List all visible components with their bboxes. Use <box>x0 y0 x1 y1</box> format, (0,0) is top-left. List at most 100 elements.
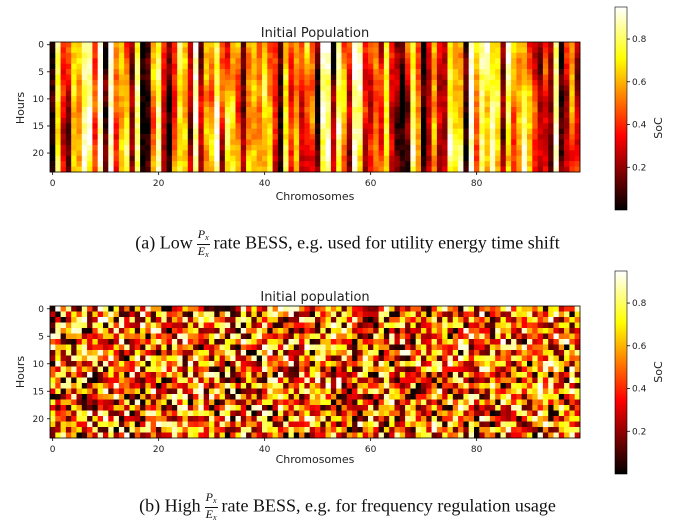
heatmap-cell <box>548 74 554 81</box>
heatmap-cell <box>410 399 416 406</box>
heatmap-cell <box>516 306 522 312</box>
heatmap-cell <box>479 388 485 395</box>
heatmap-cell <box>394 361 401 367</box>
heatmap-cell <box>489 107 496 113</box>
heatmap-cell <box>156 394 162 400</box>
heatmap-cell <box>166 47 173 54</box>
heatmap-cell <box>362 366 369 373</box>
heatmap-cell <box>511 74 517 81</box>
heatmap-cell <box>113 117 120 124</box>
heatmap-cell <box>368 317 374 323</box>
heatmap-cell <box>500 42 507 48</box>
heatmap-cell <box>304 107 310 113</box>
heatmap-cell <box>134 96 141 102</box>
heatmap-cell <box>108 328 114 334</box>
heatmap-cell <box>431 63 438 70</box>
heatmap-cell <box>214 161 220 167</box>
heatmap-cell <box>463 85 469 92</box>
heatmap-cell <box>108 383 114 389</box>
heatmap-cell <box>500 339 507 345</box>
heatmap-cell <box>357 306 363 312</box>
heatmap-cell <box>521 306 528 312</box>
heatmap-cell <box>272 394 279 400</box>
heatmap-cell <box>224 166 231 173</box>
heatmap-cell <box>55 361 61 367</box>
heatmap-cell <box>527 355 533 362</box>
heatmap-cell <box>516 377 522 384</box>
heatmap-cell <box>431 101 438 108</box>
heatmap-cell <box>521 85 528 92</box>
heatmap-cell <box>330 85 337 92</box>
heatmap-cell <box>256 405 263 411</box>
heatmap-cell <box>92 432 98 439</box>
heatmap-cell <box>97 161 104 167</box>
heatmap-cell <box>71 150 77 157</box>
heatmap-cell <box>574 128 581 135</box>
heatmap-cell <box>394 112 401 119</box>
heatmap-cell <box>60 166 67 173</box>
heatmap-cell <box>373 117 379 124</box>
heatmap-cell <box>399 416 406 422</box>
heatmap-cell <box>76 112 83 119</box>
heatmap-cell <box>145 134 151 140</box>
heatmap-cell <box>224 134 231 140</box>
heatmap-cell <box>203 383 210 389</box>
heatmap-cell <box>209 123 215 129</box>
heatmap-cell <box>410 101 416 108</box>
heatmap-cell <box>272 58 279 64</box>
heatmap-cell <box>315 432 321 439</box>
heatmap-cell <box>436 322 443 329</box>
heatmap-cell <box>558 416 565 422</box>
heatmap-cell <box>394 42 401 48</box>
heatmap-cell <box>357 139 363 146</box>
heatmap-cell <box>198 317 204 323</box>
heatmap-cell <box>272 150 279 157</box>
heatmap-cell <box>431 306 438 312</box>
heatmap-cell <box>103 128 109 135</box>
heatmap-cell <box>489 144 496 151</box>
heatmap-cell <box>55 69 61 75</box>
heatmap-cell <box>92 42 98 48</box>
heatmap-cell <box>92 333 98 340</box>
heatmap-cell <box>113 47 120 54</box>
heatmap-cell <box>357 344 363 351</box>
heatmap-cell <box>389 112 395 119</box>
heatmap-cell <box>458 155 464 162</box>
heatmap-cell <box>299 383 305 389</box>
heatmap-cell <box>426 421 432 428</box>
heatmap-cell <box>65 421 72 428</box>
heatmap-cell <box>511 47 517 54</box>
heatmap-cell <box>193 47 199 54</box>
heatmap-cell <box>558 410 565 417</box>
heatmap-cell <box>489 90 496 97</box>
heatmap-cell <box>262 69 268 75</box>
heatmap-cell <box>81 123 88 129</box>
heatmap-cell <box>256 85 263 92</box>
heatmap-cell <box>277 377 284 384</box>
heatmap-cell <box>495 144 501 151</box>
heatmap-cell <box>383 90 390 97</box>
heatmap-cell <box>246 388 252 395</box>
heatmap-cell <box>87 388 93 395</box>
heatmap-cell <box>161 366 167 373</box>
heatmap-cell <box>267 383 273 389</box>
heatmap-cell <box>209 128 215 135</box>
heatmap-cell <box>320 150 326 157</box>
heatmap-cell <box>410 134 416 140</box>
heatmap-cell <box>489 117 496 124</box>
heatmap-cell <box>60 123 67 129</box>
heatmap-cell <box>150 74 157 81</box>
heatmap-cell <box>283 399 289 406</box>
heatmap-cell <box>436 139 443 146</box>
heatmap-cell <box>203 90 210 97</box>
heatmap-cell <box>161 150 167 157</box>
heatmap-cell <box>92 344 98 351</box>
heatmap-cell <box>362 306 369 312</box>
heatmap-cell <box>489 372 496 378</box>
heatmap-cell <box>124 350 130 356</box>
heatmap-cell <box>50 85 56 92</box>
heatmap-cell <box>436 388 443 395</box>
heatmap-cell <box>325 128 332 135</box>
heatmap-cell <box>368 117 374 124</box>
heatmap-cell <box>426 144 432 151</box>
